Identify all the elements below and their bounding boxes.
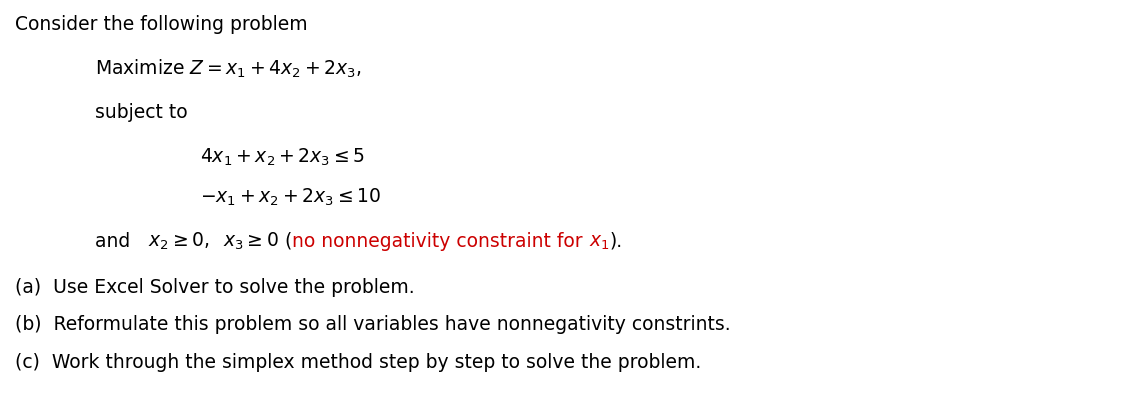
Text: $x_1$: $x_1$ [589,233,610,252]
Text: $-x_1 + x_2 + 2x_3 \leq 10$: $-x_1 + x_2 + 2x_3 \leq 10$ [201,186,382,208]
Text: Consider the following problem: Consider the following problem [15,15,308,34]
Text: (a)  Use Excel Solver to solve the problem.: (a) Use Excel Solver to solve the proble… [15,277,415,296]
Text: $4x_1 + x_2 + 2x_3 \leq 5$: $4x_1 + x_2 + 2x_3 \leq 5$ [201,147,365,168]
Text: (b)  Reformulate this problem so all variables have nonnegativity constrints.: (b) Reformulate this problem so all vari… [15,314,731,333]
Text: (c)  Work through the simplex method step by step to solve the problem.: (c) Work through the simplex method step… [15,352,701,371]
Text: (: ( [279,231,292,250]
Text: no nonnegativity constraint for: no nonnegativity constraint for [292,231,589,250]
Text: subject to: subject to [95,103,188,122]
Text: $x_2 \geq 0, \;\; x_3 \geq 0$: $x_2 \geq 0, \;\; x_3 \geq 0$ [148,231,279,252]
Text: ).: ). [610,231,623,250]
Text: Maximize $Z = x_1 + 4x_2 + 2x_3,$: Maximize $Z = x_1 + 4x_2 + 2x_3,$ [95,58,361,80]
Text: and: and [95,231,148,250]
